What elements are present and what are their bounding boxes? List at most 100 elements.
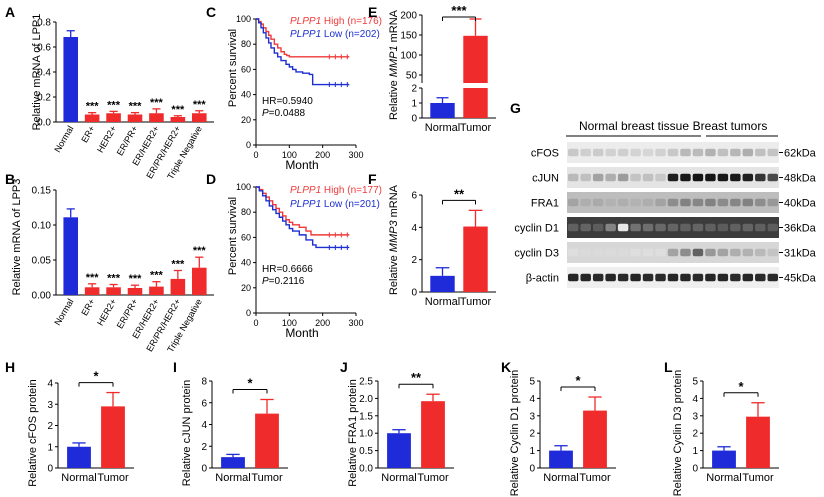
blot-band xyxy=(567,173,579,182)
blot-band xyxy=(730,198,741,207)
blot-band xyxy=(717,148,729,157)
chart-a-ytick-label: 0.4 xyxy=(37,68,51,79)
chart-a-significance: *** xyxy=(150,97,164,109)
chart-i-ytick-label: 2 xyxy=(201,442,207,453)
blot-band xyxy=(742,198,754,207)
chart-h-ytick-label: 2 xyxy=(47,421,53,432)
chart-k-bar xyxy=(583,410,607,468)
chart-c-ytick-label: 100 xyxy=(236,14,251,24)
panel-letter-g: G xyxy=(510,100,521,116)
chart-d-xlabel: Month xyxy=(285,326,318,340)
blot-band xyxy=(655,273,666,282)
chart-a-ytick-label: 0.0 xyxy=(37,118,51,129)
chart-e-plot: 50 100 150 200 0 1 2 Normal Tumor *** xyxy=(400,3,496,134)
chart-d-ytick-label: 60 xyxy=(241,232,251,242)
chart-i-bar xyxy=(221,457,245,468)
chart-h: Relative cFOS protein xyxy=(27,379,39,487)
chart-j-xtick-label: Tumor xyxy=(417,472,449,484)
blot-band xyxy=(680,148,691,157)
chart-l-ytick-label: 3 xyxy=(692,411,698,422)
chart-b-significance: *** xyxy=(193,245,207,257)
blot-band xyxy=(730,148,741,157)
chart-e-bar xyxy=(430,103,455,118)
chart-j-bar xyxy=(387,433,411,468)
chart-i-bar xyxy=(255,413,279,468)
chart-c-xtick-label: 200 xyxy=(315,150,330,160)
chart-k-bar xyxy=(549,450,573,468)
blot-band xyxy=(767,223,779,232)
blot-band xyxy=(642,273,654,282)
chart-d-ytick-label: 100 xyxy=(236,182,251,192)
chart-e-bar xyxy=(463,35,488,83)
blot-band xyxy=(705,248,716,257)
chart-h-xtick-label: Tumor xyxy=(97,472,129,484)
chart-c-ytick-label: 20 xyxy=(241,115,251,125)
chart-b-significance: *** xyxy=(129,273,143,285)
panel-letter-b: B xyxy=(5,171,15,187)
blot-band xyxy=(692,223,704,232)
chart-e-xtick-label: Tumor xyxy=(460,122,492,134)
blot-row: cFOS 62kDa xyxy=(531,142,817,163)
chart-c-ytick-label: 80 xyxy=(241,39,251,49)
chart-d-ytick-label: 0 xyxy=(246,308,251,318)
chart-b-xtick-label: ER+ xyxy=(79,297,97,317)
chart-k-plot: 0 1 2 3 4 5 Normal Tumor * xyxy=(529,373,616,484)
blot-band xyxy=(617,148,629,157)
blot-band xyxy=(567,223,579,232)
chart-a-significance: *** xyxy=(193,99,207,111)
blot-band xyxy=(580,248,591,257)
chart-f-ylabel: Relative MMP3 mRNA xyxy=(388,184,400,295)
blot-row: cyclin D1 36kDa xyxy=(514,217,817,238)
panel-letter-a: A xyxy=(5,4,15,20)
chart-d-xtick-label: 0 xyxy=(253,318,258,328)
blot-band xyxy=(567,273,579,282)
blot-band xyxy=(617,223,629,232)
chart-i: Relative cJUN protein xyxy=(181,380,193,486)
chart-h-ytick-label: 4 xyxy=(47,379,53,390)
chart-c-plot: 0 20 40 60 80 100 0 100 200 300 xyxy=(236,14,364,160)
chart-e-ytick-label: 150 xyxy=(400,31,417,42)
chart-i-ytick-label: 0 xyxy=(201,464,207,475)
blot-band xyxy=(730,248,741,257)
blot-band xyxy=(717,273,729,282)
blot-band xyxy=(630,198,641,207)
chart-a-xtick-label: HER2+ xyxy=(95,124,118,154)
chart-k-xtick-label: Tumor xyxy=(579,472,611,484)
blot-band xyxy=(755,223,766,232)
blot-band xyxy=(705,273,716,282)
chart-b-significance: *** xyxy=(107,273,121,285)
blot-row-label: β-actin xyxy=(526,273,559,285)
chart-l-significance: * xyxy=(738,379,744,394)
chart-c-pvalue: P=0.0488 xyxy=(262,108,306,119)
chart-i-xtick-label: Normal xyxy=(215,472,250,484)
chart-a-ylabel: Relative mRNA of LPP1 xyxy=(31,14,43,131)
blot-band xyxy=(592,173,604,182)
blot-band xyxy=(717,248,729,257)
chart-i-ytick-label: 4 xyxy=(201,420,207,431)
chart-b: Relative mRNA of LPP3 xyxy=(11,179,23,296)
blot-row-label: cJUN xyxy=(532,173,559,185)
blot-band xyxy=(580,223,591,232)
chart-b-bar xyxy=(106,287,121,295)
chart-b-significance: *** xyxy=(150,270,164,282)
chart-f-xtick-label: Normal xyxy=(425,296,460,308)
chart-h-ytick-label: 1 xyxy=(47,442,53,453)
chart-a-bar xyxy=(170,117,186,122)
blot-band xyxy=(742,273,754,282)
chart-e-significance: *** xyxy=(451,3,467,18)
panel-letter-k: K xyxy=(501,359,511,375)
chart-e: Relative MMP1 mRNA xyxy=(388,9,400,120)
chart-f-ytick-label: 6 xyxy=(411,191,417,202)
blot-band xyxy=(655,223,666,232)
chart-d-legend-low: PLPP1 Low (n=201) xyxy=(290,199,380,210)
chart-f-significance: ** xyxy=(454,186,465,201)
blot-group-normal-label: Normal breast tissue xyxy=(579,119,689,133)
blot-band xyxy=(580,173,591,182)
chart-e-ytick-label: 100 xyxy=(400,51,417,62)
chart-k-ytick-label: 5 xyxy=(529,377,535,388)
chart-l-ytick-label: 0 xyxy=(692,464,698,475)
chart-h-significance: * xyxy=(93,369,99,384)
chart-f-ytick-label: 0 xyxy=(411,288,417,299)
chart-f: Relative MMP3 mRNA xyxy=(388,184,400,295)
chart-e-ylabel: Relative MMP1 mRNA xyxy=(388,9,400,120)
